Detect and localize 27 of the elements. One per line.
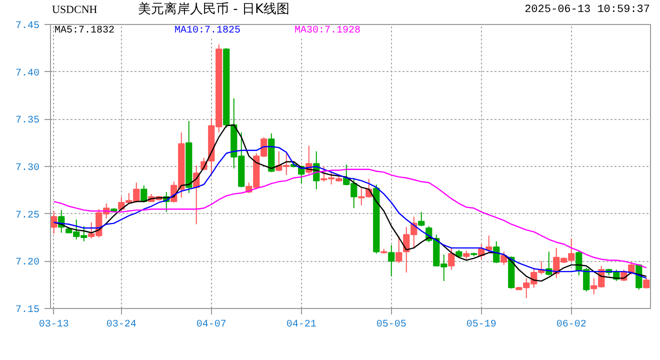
- x-tick-label: 04-07: [196, 320, 226, 330]
- chart-title: 美元离岸人民币 - 日K线图: [138, 1, 290, 19]
- candlestick: [493, 240, 500, 264]
- candlestick: [388, 244, 395, 277]
- text: 2025-06-13 10:59:37: [524, 3, 650, 18]
- y-tick-label: 7.35: [15, 116, 40, 127]
- text: MA10:7.1825: [174, 26, 241, 36]
- x-tick-label: 06-02: [556, 320, 586, 330]
- x-tick-label: 04-21: [286, 320, 316, 330]
- text: MA5:7.1832: [54, 26, 115, 36]
- candlestick: [448, 247, 455, 270]
- y-tick-label: 7.45: [15, 21, 40, 32]
- x-tick-label: 05-05: [376, 320, 406, 330]
- text: USDCNH: [52, 3, 98, 18]
- x-tick-label: 03-13: [38, 320, 69, 330]
- y-tick-label: 7.30: [15, 163, 40, 174]
- x-tick-label: 05-19: [466, 320, 496, 330]
- x-tick-label: 03-24: [106, 320, 136, 330]
- y-tick-label: 7.15: [15, 305, 40, 316]
- candlestick: [643, 278, 650, 290]
- text: MA30:7.1928: [294, 26, 361, 36]
- y-tick-label: 7.20: [15, 258, 40, 269]
- y-tick-label: 7.25: [15, 210, 40, 222]
- candlestick: [396, 236, 402, 264]
- y-tick-label: 7.40: [15, 68, 40, 80]
- candlestick: [418, 211, 425, 227]
- candlestick: [140, 184, 148, 203]
